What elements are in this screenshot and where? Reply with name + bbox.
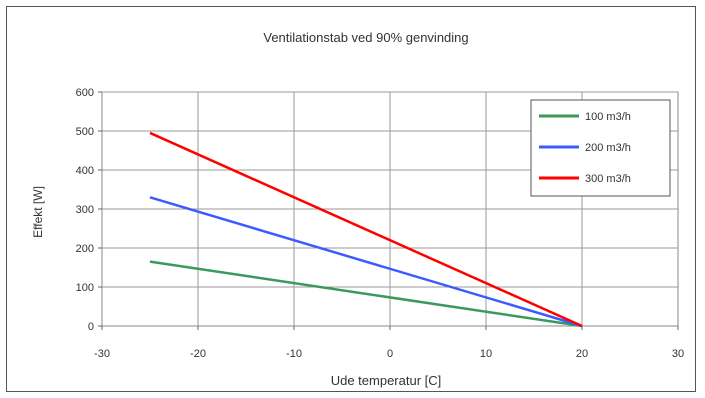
y-tick-label: 600: [76, 87, 94, 99]
x-tick-label: 20: [576, 348, 588, 360]
legend: 100 m3/h 200 m3/h 300 m3/h: [531, 100, 670, 196]
y-tick-label: 200: [76, 243, 94, 255]
x-tick-label: 30: [672, 348, 684, 360]
y-tick-label: 500: [76, 126, 94, 138]
y-axis-label: Effekt [W]: [31, 186, 45, 238]
x-tick-label: 0: [387, 348, 393, 360]
x-tick-label: -10: [286, 348, 302, 360]
x-tick-label: -20: [190, 348, 206, 360]
x-tick-label: 10: [480, 348, 492, 360]
x-axis-label: Ude temperatur [C]: [331, 373, 442, 388]
y-tick-label: 400: [76, 165, 94, 177]
y-tick-label: 0: [88, 321, 94, 333]
y-tick-label: 100: [76, 282, 94, 294]
chart-title: Ventilationstab ved 90% genvinding: [263, 30, 468, 45]
legend-label: 200 m3/h: [585, 142, 631, 154]
y-tick-label: 300: [76, 204, 94, 216]
x-tick-label: -30: [94, 348, 110, 360]
legend-label: 300 m3/h: [585, 173, 631, 185]
legend-label: 100 m3/h: [585, 111, 631, 123]
